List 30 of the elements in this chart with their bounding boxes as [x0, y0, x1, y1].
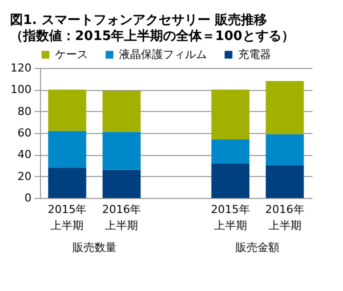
bar: [266, 81, 304, 134]
bar: [48, 90, 86, 131]
x-tick-label: 2016年上半期: [102, 203, 142, 232]
bar: [102, 90, 141, 132]
chart-subtitle: （指数値：2015年上半期の全体＝100とする）: [10, 29, 294, 44]
bar: [102, 170, 141, 198]
bar: [102, 132, 141, 170]
x-tick-label: 2015年上半期: [48, 203, 87, 232]
bar: [48, 130, 86, 168]
y-tick-label: 120: [10, 62, 32, 74]
bar: [211, 90, 250, 140]
bar: [266, 166, 304, 198]
y-tick-label: 0: [24, 192, 32, 204]
text: 販売金額: [236, 241, 280, 254]
legend-label: ケース: [55, 48, 88, 61]
y-tick-label: 20: [18, 170, 32, 183]
text: 販売数量: [72, 241, 116, 254]
y-tick-label: 80: [18, 104, 32, 118]
legend-label: 液晶保護フィルム: [119, 48, 207, 61]
x-tick-label: 2015年上半期: [210, 203, 250, 232]
bar: [211, 163, 250, 198]
legend-label: 充電器: [238, 48, 271, 61]
y-tick-label: 60: [18, 126, 32, 140]
bar: [211, 140, 250, 164]
bar: [48, 168, 86, 198]
x-tick-label: 2016年上半期: [265, 203, 304, 232]
y-tick-label: 100: [10, 83, 32, 96]
chart-title: 図1. スマートフォンアクセサリー 販売推移: [10, 12, 268, 28]
bar: [266, 134, 304, 166]
y-tick-label: 40: [18, 148, 32, 162]
